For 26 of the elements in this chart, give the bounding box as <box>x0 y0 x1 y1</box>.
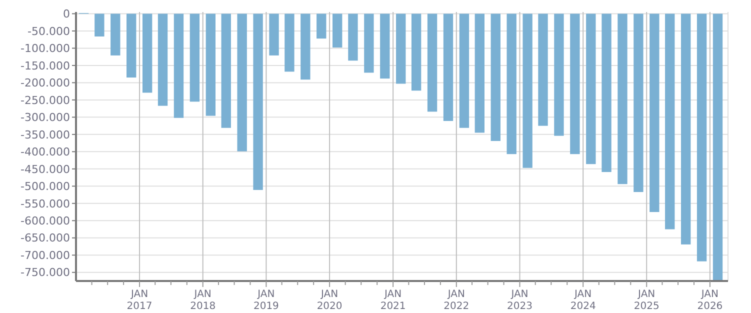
x-tick-label: JAN 2023 <box>507 289 532 312</box>
x-tick-label: JAN 2018 <box>190 289 216 312</box>
x-tick-label: JAN 2022 <box>444 289 470 312</box>
y-tick-label: -400.000 <box>20 146 70 159</box>
x-tick-label: JAN 2026 <box>697 289 723 312</box>
x-tick-label: JAN 2024 <box>570 289 596 312</box>
y-tick-label: -650.000 <box>20 232 70 245</box>
y-tick-label: -250.000 <box>20 94 70 107</box>
y-tick-label: -150.000 <box>20 59 70 72</box>
x-tick-label: JAN 2017 <box>126 289 152 312</box>
y-tick-label: -500.000 <box>20 180 70 194</box>
x-tick-label: JAN 2021 <box>380 289 406 312</box>
y-tick-label: -700.000 <box>20 248 70 262</box>
y-tick-label: -100.000 <box>20 42 70 56</box>
y-tick-label: -50.000 <box>28 24 70 38</box>
y-tick-label: -450.000 <box>20 162 70 176</box>
y-tick-label: -200.000 <box>20 76 70 90</box>
x-tick-label: JAN 2020 <box>316 289 342 312</box>
y-tick-label: -750.000 <box>20 266 70 280</box>
y-tick-label: -600.000 <box>20 214 70 228</box>
x-tick-label: JAN 2025 <box>634 289 660 312</box>
y-tick-label: 0 <box>63 8 70 21</box>
y-tick-label: -550.000 <box>20 197 70 210</box>
y-tick-label: -350.000 <box>20 128 70 142</box>
x-tick-label: JAN 2019 <box>253 289 279 312</box>
y-tick-label: -300.000 <box>20 111 70 124</box>
